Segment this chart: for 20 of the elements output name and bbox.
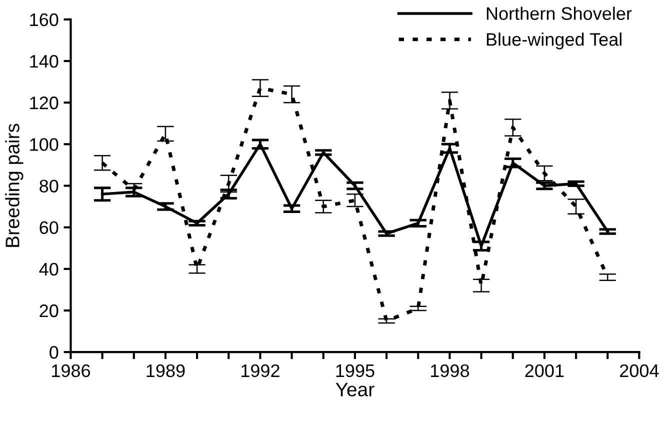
y-tick-label: 140 [30, 54, 58, 68]
y-tick-label: 120 [30, 96, 58, 110]
y-tick-label: 80 [40, 180, 58, 192]
y-tick-label: 100 [30, 138, 58, 151]
legend-label: Northern Shoveler [486, 6, 632, 20]
y-tick-label: 0 [50, 346, 58, 359]
x-tick-label: 1992 [242, 364, 280, 378]
y-tick-label: 20 [40, 304, 58, 318]
x-tick-label: 2001 [525, 364, 564, 378]
x-tick-label: 1998 [430, 364, 469, 378]
y-tick-label: 60 [40, 221, 58, 234]
x-tick-label: 2004 [620, 364, 659, 378]
x-tick-label: 1995 [336, 364, 374, 378]
x-tick-label: 1989 [146, 364, 185, 378]
x-axis-title: Year [336, 382, 374, 396]
y-tick-label: 160 [30, 13, 58, 26]
y-axis-title: Breeding pairs [5, 124, 24, 247]
y-tick-label: 40 [39, 262, 58, 276]
x-tick-label: 1986 [52, 364, 90, 378]
legend-label: Blue-winged Teal [486, 32, 622, 50]
